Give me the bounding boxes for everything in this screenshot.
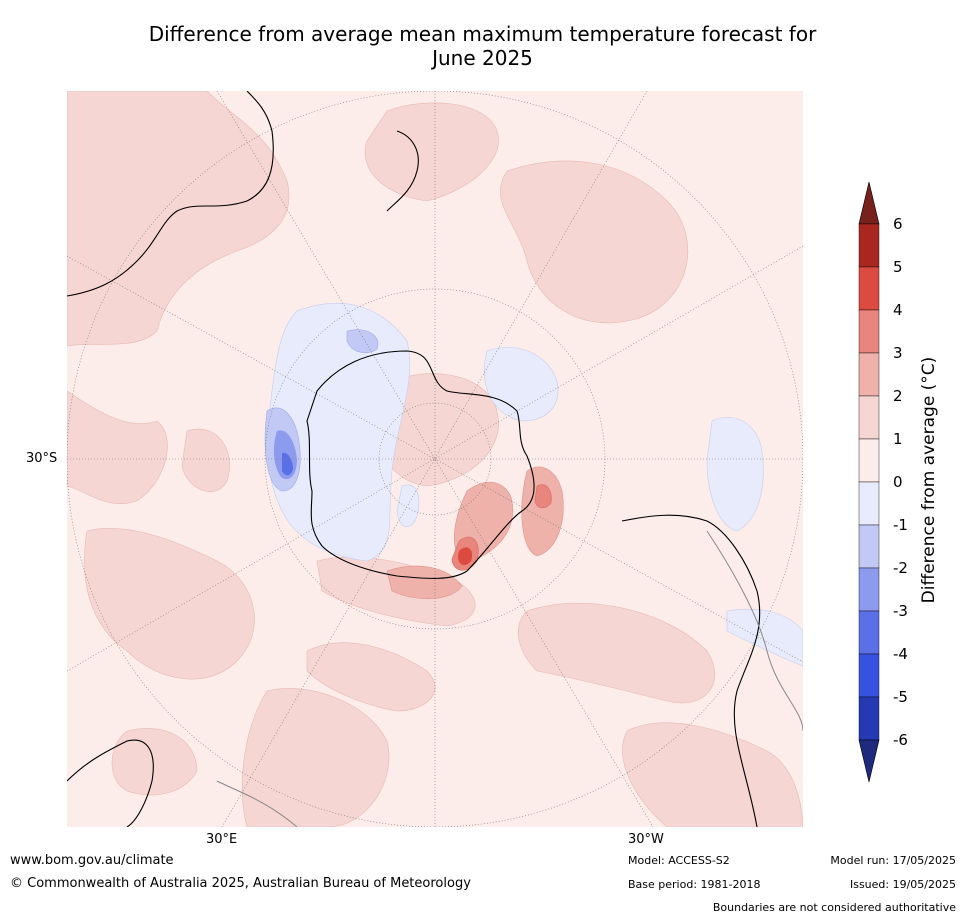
colorbar-bin	[858, 610, 880, 655]
colorbar-bin	[858, 653, 880, 698]
colorbar-label: Difference from average (°C)	[919, 357, 939, 604]
footer-model: Model: ACCESS-S2	[628, 854, 730, 867]
footer-model-run: Model run: 17/05/2025	[830, 854, 956, 867]
colorbar-tick-label: 5	[893, 258, 903, 276]
colorbar-tick-label: -2	[893, 559, 908, 577]
footer-website[interactable]: www.bom.gov.au/climate	[10, 853, 174, 868]
colorbar-bin	[858, 567, 880, 612]
colorbar-tick-label: -6	[893, 731, 908, 749]
australia-coastline	[67, 91, 274, 297]
anomaly-minus-4-to-minus-3-region	[282, 452, 293, 476]
map-title-line-2: June 2025	[432, 46, 533, 70]
colorbar-tick-label: 4	[893, 301, 903, 319]
south-america-coastline	[621, 514, 761, 827]
colorbar-bin	[858, 395, 880, 440]
anomaly-1-to-2-regions	[67, 91, 803, 827]
colorbar-bins	[858, 223, 880, 741]
graticule	[67, 91, 803, 827]
new-zealand-coastline	[386, 130, 419, 212]
anomaly-minus-1-to-0-regions	[267, 302, 803, 667]
colorbar-ticks: 6 5 4 3 2 1 0 -1 -2 -3 -4 -5 -6	[893, 215, 908, 749]
colorbar-bin	[858, 481, 880, 526]
coastlines	[67, 91, 761, 827]
colorbar-tick-label: 3	[893, 344, 903, 362]
anomaly-4-to-5-region	[458, 547, 473, 566]
colorbar-bin	[858, 223, 880, 268]
colorbar-tick-label: 6	[893, 215, 903, 233]
longitude-label-30w: 30°W	[628, 832, 664, 847]
footer-base-period: Base period: 1981-2018	[628, 878, 761, 891]
africa-coastline	[67, 739, 154, 827]
longitude-label-30e: 30°E	[206, 832, 238, 847]
anomaly-3-to-4-regions	[451, 484, 552, 571]
colorbar-over-arrow	[858, 181, 880, 225]
colorbar-tick-label: -5	[893, 688, 908, 706]
colorbar-tick-label: -4	[893, 645, 908, 663]
latitude-label-30s: 30°S	[26, 451, 58, 466]
colorbar-under-arrow	[858, 739, 880, 783]
antarctica-coastline	[306, 350, 535, 579]
anomaly-map	[67, 91, 803, 827]
footer-issued: Issued: 19/05/2025	[849, 878, 956, 891]
colorbar-bin	[858, 352, 880, 397]
colorbar-bin	[858, 696, 880, 741]
footer-copyright: © Commonwealth of Australia 2025, Austra…	[10, 876, 471, 891]
colorbar: 6 5 4 3 2 1 0 -1 -2 -3 -4 -5 -6 Difference from aver…	[858, 181, 939, 783]
colorbar-bin	[858, 309, 880, 354]
colorbar-tick-label: 0	[893, 473, 903, 491]
colorbar-tick-label: -1	[893, 516, 908, 534]
colorbar-bin	[858, 524, 880, 569]
political-boundaries	[216, 530, 803, 827]
footer-disclaimer: Boundaries are not considered authoritat…	[712, 901, 956, 914]
map-title-line-1: Difference from average mean maximum tem…	[148, 22, 817, 46]
colorbar-tick-label: -3	[893, 602, 908, 620]
colorbar-bin	[858, 438, 880, 483]
colorbar-tick-label: 1	[893, 430, 903, 448]
colorbar-bin	[858, 266, 880, 311]
colorbar-tick-label: 2	[893, 387, 903, 405]
